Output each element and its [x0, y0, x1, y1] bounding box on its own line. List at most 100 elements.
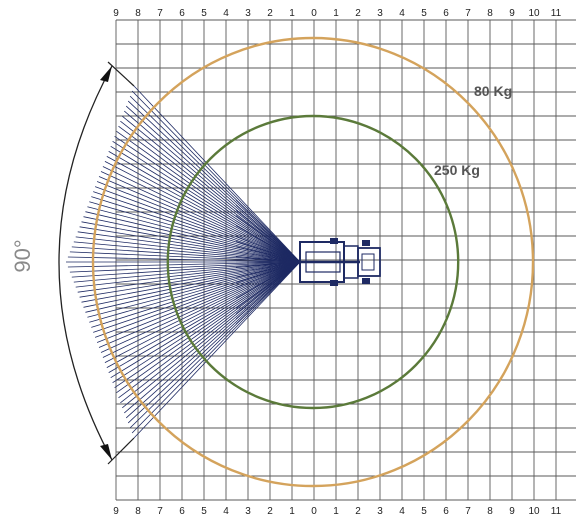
capacity-label-250: 250 Kg — [434, 162, 480, 178]
axis-tick-top: 2 — [267, 8, 273, 19]
axis-tick-top: 6 — [443, 8, 449, 19]
angle-leader-bottom — [107, 437, 135, 465]
axis-tick-top: 0 — [311, 8, 317, 19]
fan-ray-inner — [235, 261, 301, 278]
fan-ray-inner — [235, 261, 301, 268]
fan-ray — [120, 261, 301, 404]
axis-tick-bottom: 1 — [289, 506, 295, 517]
axis-tick-top: 5 — [201, 8, 207, 19]
fan-ray-inner — [235, 204, 301, 263]
capacity-label-80: 80 Kg — [474, 83, 512, 99]
fan-ray — [98, 176, 301, 263]
axis-ticks: 9988776655443322110011223344556677889910… — [113, 8, 561, 517]
machine-cab — [357, 247, 381, 277]
fan-ray — [110, 261, 301, 379]
axis-tick-top: 8 — [135, 8, 141, 19]
axis-tick-bottom: 10 — [528, 506, 540, 517]
wheel — [362, 278, 370, 284]
fan-ray — [104, 161, 301, 263]
fan-ray — [89, 261, 301, 323]
axis-tick-top: 10 — [528, 8, 540, 19]
fan-ray — [81, 261, 301, 303]
fan-ray-inner — [235, 235, 301, 263]
fan-ray — [87, 261, 301, 318]
axis-tick-top: 11 — [551, 8, 562, 19]
axis-tick-bottom: 9 — [113, 506, 119, 517]
fan-ray-inner — [235, 210, 301, 263]
axis-tick-top: 7 — [157, 8, 163, 19]
axis-tick-bottom: 11 — [551, 506, 562, 517]
capacity-rings — [91, 36, 535, 488]
fan-ray — [133, 261, 301, 439]
fan-ray — [67, 261, 301, 268]
fan-ray — [93, 261, 301, 333]
fan-ray — [116, 261, 301, 394]
fan-ray — [75, 261, 301, 288]
fan-ray-inner — [235, 215, 301, 263]
fan-ray-inner — [235, 261, 301, 299]
fan-ray — [114, 135, 301, 263]
fan-ray-inner — [235, 251, 301, 263]
fan-ray — [81, 221, 301, 263]
rotation-fan — [66, 85, 301, 439]
arrowhead-top — [100, 66, 112, 82]
wheel — [362, 240, 370, 246]
axis-tick-bottom: 4 — [223, 506, 229, 517]
angle-leader-top — [107, 61, 135, 87]
axis-tick-top: 4 — [399, 8, 405, 19]
axis-tick-top: 9 — [113, 8, 119, 19]
fan-ray — [98, 261, 301, 348]
axis-tick-bottom: 8 — [487, 506, 493, 517]
axis-tick-bottom: 7 — [465, 506, 471, 517]
fan-ray — [91, 261, 301, 328]
axis-tick-top: 4 — [223, 8, 229, 19]
rotation-angle-label: 90° — [10, 239, 35, 272]
fan-ray — [114, 261, 301, 389]
axis-tick-top: 5 — [421, 8, 427, 19]
fan-ray-inner — [235, 261, 301, 273]
axis-tick-top: 9 — [509, 8, 515, 19]
wheel — [330, 238, 338, 244]
fan-ray-inner — [235, 261, 301, 294]
fan-ray — [120, 120, 301, 263]
fan-ray — [71, 261, 301, 278]
fan-ray-inner — [235, 256, 301, 263]
axis-tick-bottom: 0 — [311, 506, 317, 517]
fan-ray — [69, 261, 301, 273]
fan-ray — [124, 261, 301, 414]
fan-ray-inner — [235, 199, 301, 263]
fan-ray — [127, 261, 301, 424]
fan-ray — [131, 261, 301, 434]
axis-tick-bottom: 5 — [201, 506, 207, 517]
axis-tick-top: 7 — [465, 8, 471, 19]
axis-tick-bottom: 7 — [157, 506, 163, 517]
fan-ray — [69, 251, 301, 263]
fan-ray-inner — [235, 261, 301, 314]
fan-ray-inner — [235, 230, 301, 263]
fan-ray-inner — [235, 225, 301, 263]
fan-ray — [106, 156, 301, 263]
axis-tick-top: 3 — [245, 8, 251, 19]
fan-ray-inner — [235, 241, 301, 263]
axis-tick-bottom: 5 — [421, 506, 427, 517]
axis-tick-bottom: 1 — [333, 506, 339, 517]
fan-ray — [118, 125, 301, 263]
fan-ray — [110, 145, 301, 263]
fan-ray — [67, 256, 301, 263]
fan-ray — [108, 261, 301, 373]
fan-ray — [116, 130, 301, 263]
fan-ray — [133, 85, 301, 263]
fan-ray — [100, 261, 301, 353]
fan-ray — [104, 261, 301, 363]
fan-ray-inner — [235, 261, 301, 325]
rotation-angle-indicator — [58, 61, 135, 465]
fan-ray-inner — [235, 261, 301, 309]
axis-tick-top: 3 — [377, 8, 383, 19]
axis-tick-bottom: 8 — [135, 506, 141, 517]
wheel — [330, 280, 338, 286]
fan-ray — [77, 231, 301, 263]
capacity-ring-80kg — [91, 36, 535, 488]
fan-ray — [75, 236, 301, 263]
